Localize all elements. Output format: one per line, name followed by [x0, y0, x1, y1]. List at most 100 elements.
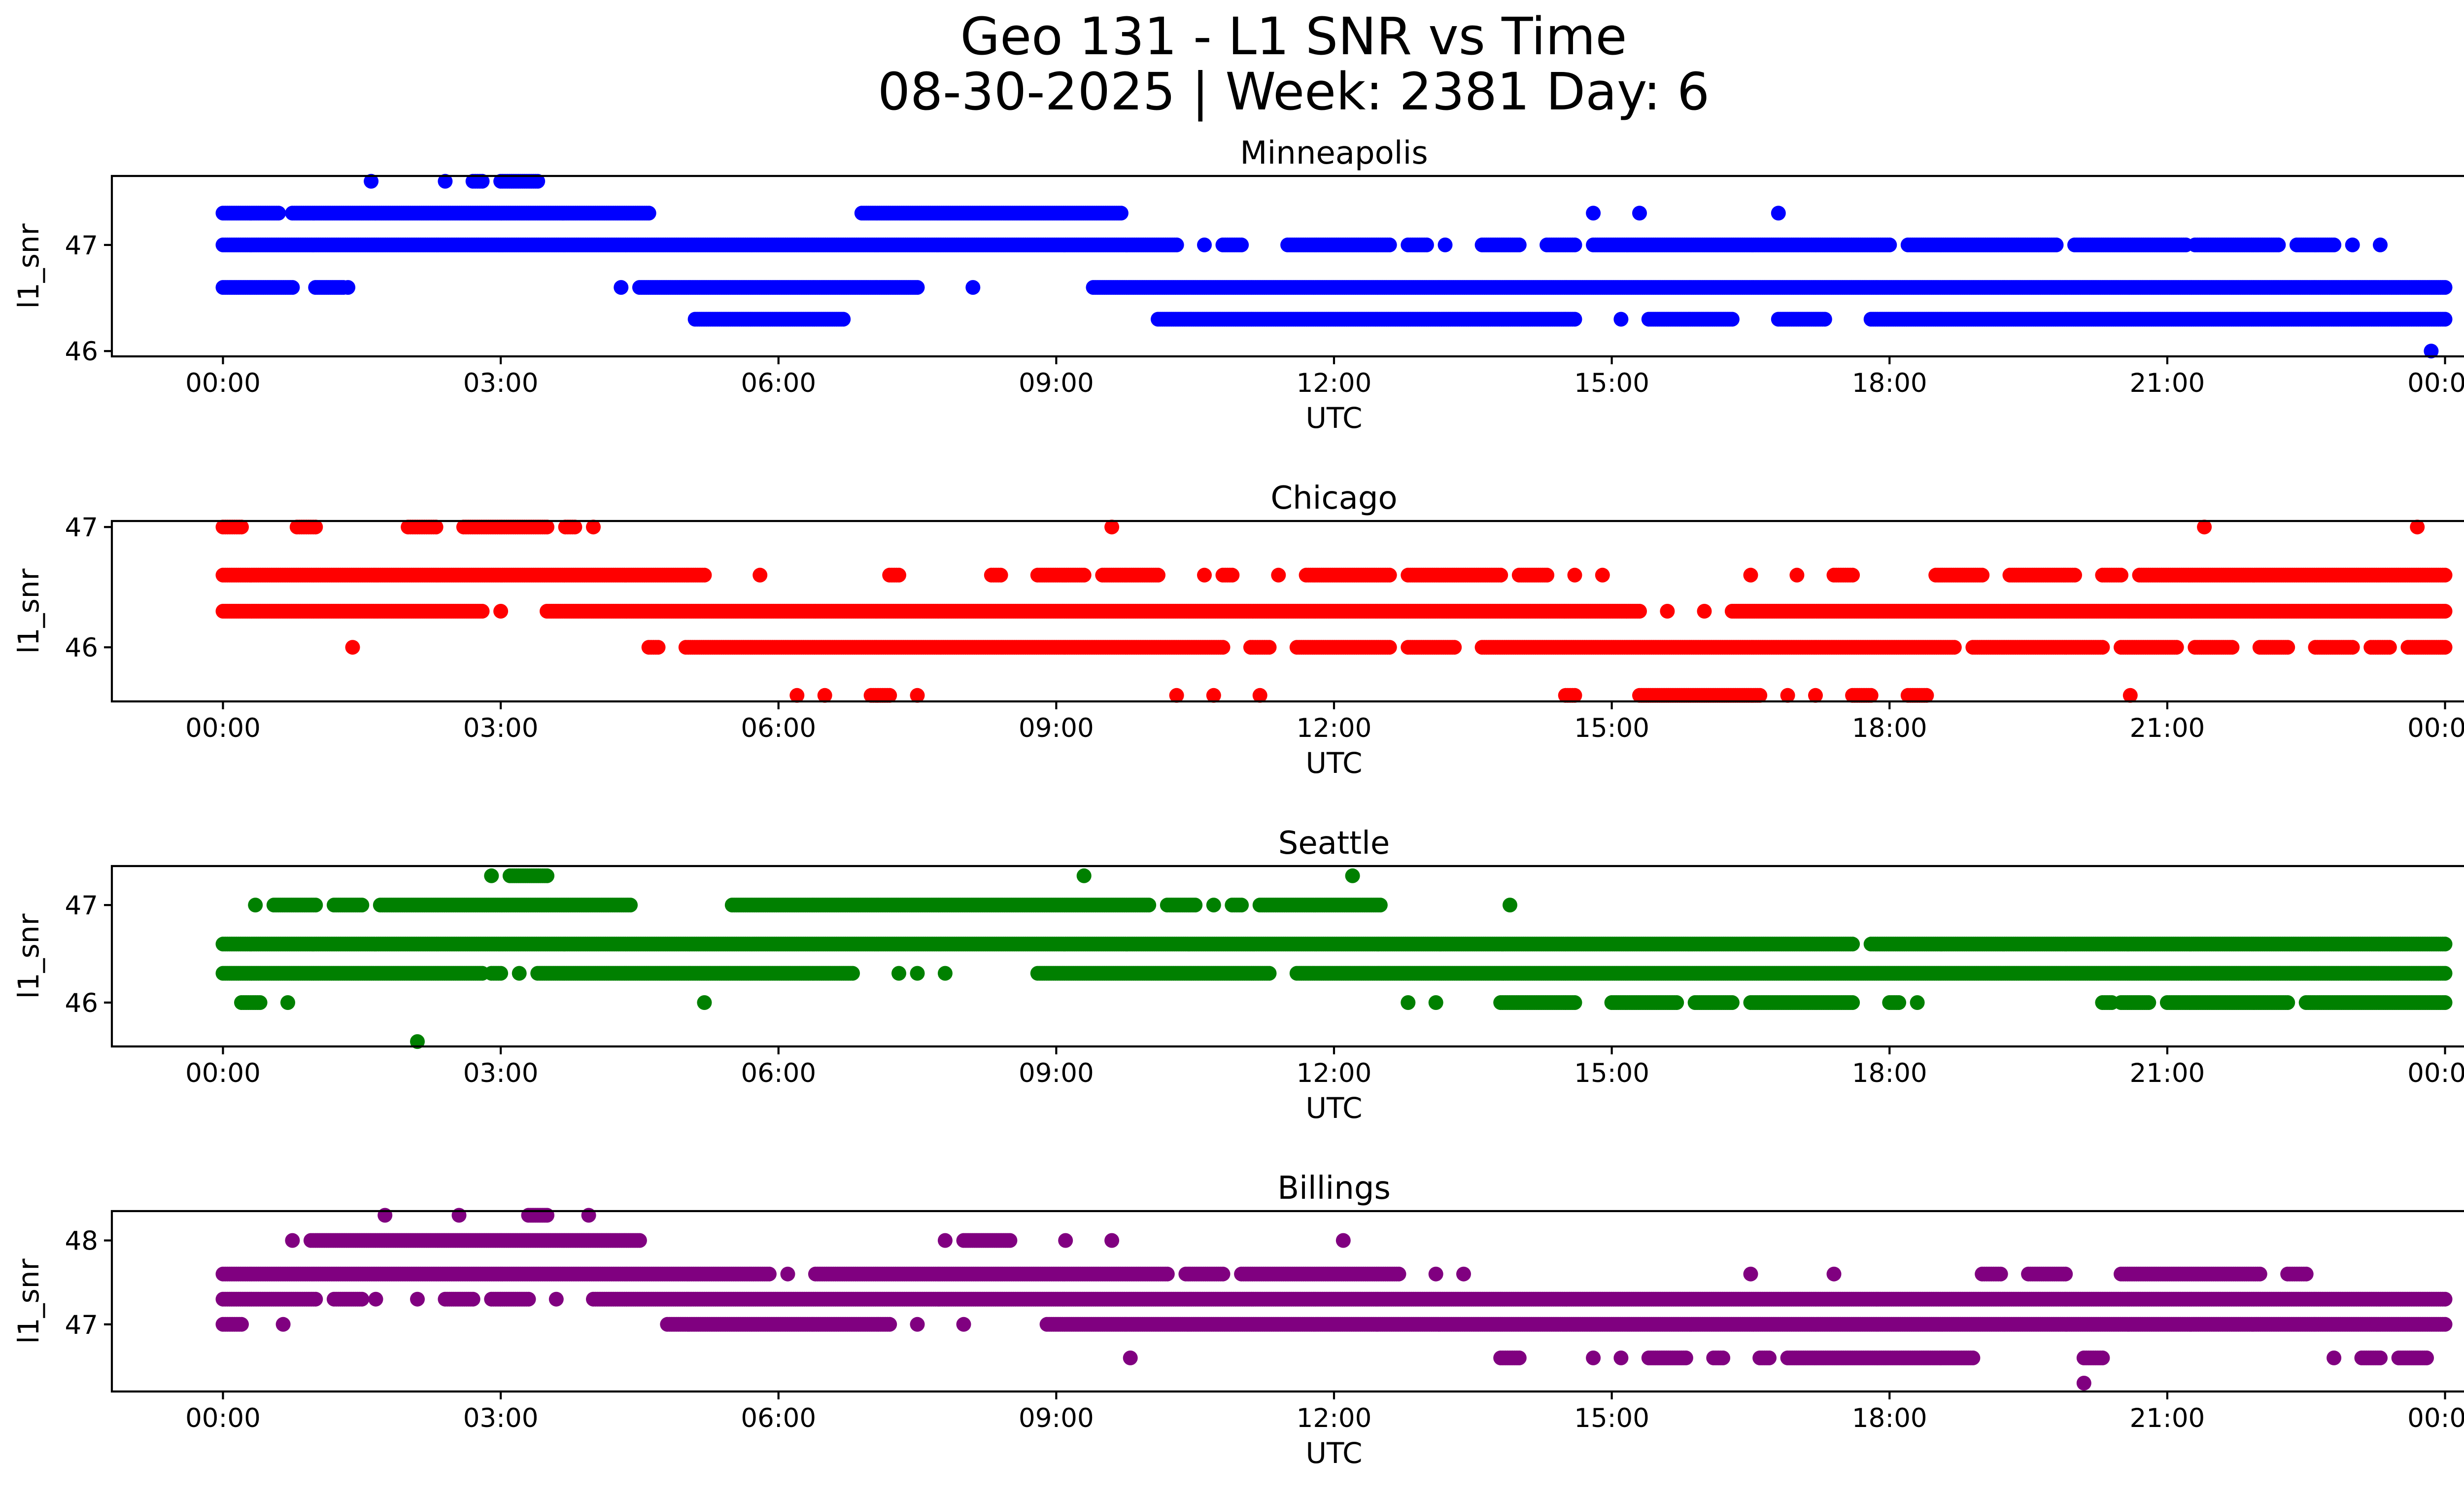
data-point — [2437, 280, 2453, 295]
figure-title: Geo 131 - L1 SNR vs Time — [960, 6, 1627, 67]
data-point — [341, 280, 356, 295]
data-point — [2382, 640, 2397, 655]
data-point — [2169, 640, 2184, 655]
data-point — [1493, 567, 1508, 583]
data-point — [836, 312, 851, 327]
data-point — [2424, 344, 2439, 359]
data-point — [1197, 567, 1212, 583]
data-point — [475, 604, 490, 619]
data-point — [1437, 237, 1453, 252]
data-point — [2067, 567, 2082, 583]
x-tick-label: 09:00 — [1019, 713, 1094, 743]
data-point — [1697, 604, 1712, 619]
x-axis-label: UTC — [1306, 746, 1363, 780]
figure-subtitle: 08-30-2025 | Week: 2381 Day: 6 — [878, 62, 1710, 122]
data-point — [1540, 567, 1555, 583]
data-point — [493, 604, 509, 619]
data-point — [1975, 567, 1990, 583]
data-point — [910, 280, 925, 295]
data-point — [2437, 640, 2453, 655]
subplot-title: Minneapolis — [1240, 135, 1428, 172]
data-point — [2095, 640, 2110, 655]
data-point — [1586, 206, 1601, 221]
data-point — [1845, 567, 1860, 583]
data-point — [1595, 567, 1610, 583]
data-point — [1632, 206, 1647, 221]
data-point — [1632, 604, 1647, 619]
x-tick-label: 12:00 — [1297, 713, 1372, 743]
data-point — [1234, 237, 1249, 252]
data-point — [1567, 567, 1582, 583]
data-point — [1382, 567, 1397, 583]
data-point — [2049, 237, 2064, 252]
data-points — [215, 174, 2453, 359]
data-point — [1947, 640, 1962, 655]
data-point — [1789, 567, 1805, 583]
subplot-title: Chicago — [1270, 480, 1397, 517]
data-point — [1419, 237, 1434, 252]
y-axis-label: l1_snr — [12, 223, 45, 309]
y-axis-label: l1_snr — [12, 568, 45, 654]
data-point — [1817, 312, 1832, 327]
data-point — [1882, 237, 1897, 252]
x-tick-label: 21:00 — [2130, 368, 2205, 398]
x-tick-label: 15:00 — [1574, 713, 1649, 743]
data-point — [1660, 604, 1675, 619]
data-point — [1743, 567, 1758, 583]
y-tick-label: 46 — [65, 337, 98, 367]
data-point — [1447, 640, 1462, 655]
data-point — [2437, 567, 2453, 583]
y-tick-label: 47 — [65, 231, 98, 261]
data-point — [1613, 312, 1629, 327]
data-point — [1382, 640, 1397, 655]
x-tick-label: 09:00 — [1019, 368, 1094, 398]
subplot-title: Seattle — [1278, 825, 1390, 862]
data-point — [965, 280, 981, 295]
data-point — [1271, 567, 1286, 583]
x-tick-label: 03:00 — [463, 368, 539, 398]
data-point — [2437, 312, 2453, 327]
data-point — [2271, 237, 2286, 252]
data-point — [1151, 567, 1165, 583]
x-tick-label: 18:00 — [1852, 713, 1927, 743]
data-point — [614, 280, 629, 295]
data-point — [891, 567, 906, 583]
data-point — [2437, 604, 2453, 619]
x-tick-label: 15:00 — [1574, 368, 1649, 398]
x-tick-label: 00:00 — [185, 368, 261, 398]
x-tick-label: 12:00 — [1297, 368, 1372, 398]
data-point — [641, 206, 656, 221]
x-tick-label: 18:00 — [1852, 368, 1927, 398]
data-point — [1169, 237, 1184, 252]
x-tick-label: 06:00 — [741, 713, 816, 743]
data-point — [1382, 237, 1397, 252]
data-point — [2327, 237, 2342, 252]
data-point — [1076, 567, 1092, 583]
data-point — [993, 567, 1008, 583]
x-tick-label: 00:00 — [185, 713, 261, 743]
data-point — [271, 206, 286, 221]
data-point — [1197, 237, 1212, 252]
data-point — [1724, 312, 1740, 327]
data-point — [285, 280, 300, 295]
data-point — [1113, 206, 1129, 221]
x-tick-label: 03:00 — [463, 713, 539, 743]
x-tick-label: 00:00 — [2407, 713, 2464, 743]
data-point — [1215, 640, 1231, 655]
data-point — [1225, 567, 1240, 583]
data-point — [1262, 640, 1277, 655]
data-point — [2224, 640, 2240, 655]
data-point — [1511, 237, 1527, 252]
data-point — [2345, 640, 2360, 655]
data-point — [2373, 237, 2388, 252]
data-point — [2114, 567, 2128, 583]
data-point — [2280, 640, 2295, 655]
x-axis-label: UTC — [1306, 401, 1363, 435]
data-point — [650, 640, 666, 655]
data-point — [1567, 237, 1582, 252]
subplots: Minneapolis 00:00 03:00 06:00 09:00 12:00 15:0… — [12, 135, 2464, 1470]
y-tick-label: 47 — [65, 513, 98, 543]
data-point — [345, 640, 360, 655]
